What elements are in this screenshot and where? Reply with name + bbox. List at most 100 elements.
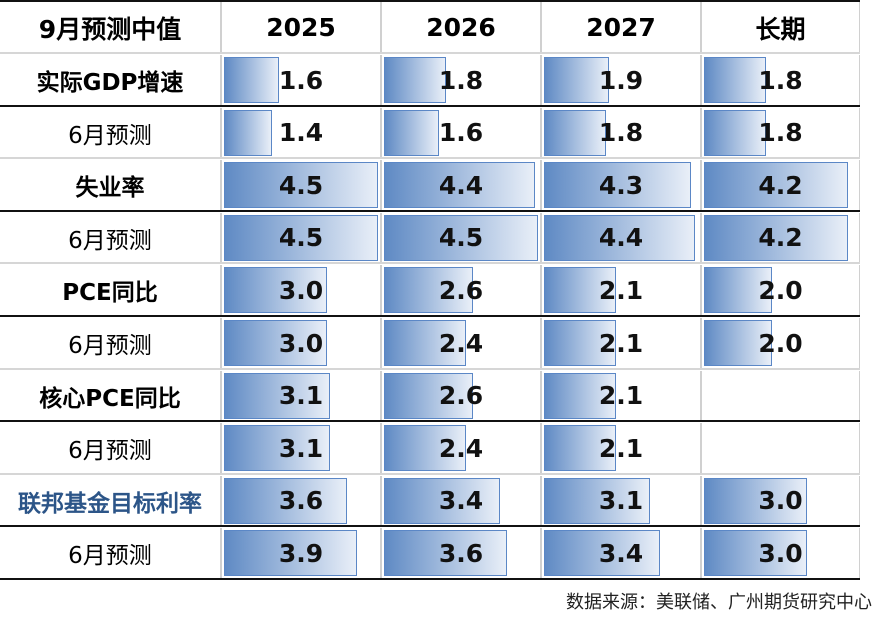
value-cell: 3.1 [222, 370, 382, 421]
data-label: 4.2 [758, 223, 803, 253]
value-cell: 1.8 [542, 107, 702, 158]
data-label: 3.1 [278, 433, 324, 463]
table-row: 核心PCE同比 3.1 2.6 2.1 [0, 370, 860, 421]
data-bar [544, 372, 616, 419]
table-row: PCE同比 3.0 2.6 2.1 2.0 [0, 265, 860, 316]
data-bar [384, 320, 467, 366]
value-cell [702, 370, 860, 421]
value-cell: 3.4 [542, 528, 702, 579]
value-cell: 2.1 [542, 423, 702, 474]
data-label: 2.0 [758, 328, 803, 358]
value-cell: 1.8 [382, 55, 542, 105]
row-label: 实际GDP增速 [0, 55, 222, 105]
row-label: 6月预测 [0, 107, 222, 158]
divider [0, 315, 860, 317]
value-cell: 3.0 [702, 475, 860, 526]
data-label: 3.6 [278, 486, 324, 516]
value-cell: 3.4 [382, 475, 542, 526]
data-label: 3.0 [758, 538, 803, 568]
data-label: 3.4 [438, 486, 484, 516]
data-bar [224, 109, 272, 156]
data-label: 3.0 [758, 486, 803, 516]
data-label: 2.4 [438, 328, 484, 358]
data-label: 2.0 [758, 275, 803, 305]
row-label: 6月预测 [0, 528, 222, 579]
data-label: 1.9 [598, 65, 644, 95]
value-cell: 4.3 [542, 160, 702, 211]
data-label: 4.5 [438, 223, 484, 253]
value-cell [702, 423, 860, 474]
data-bar [704, 477, 807, 524]
data-bar [544, 267, 616, 314]
data-label: 4.3 [598, 170, 644, 200]
data-bar [704, 320, 773, 366]
data-label: 4.2 [758, 170, 803, 200]
data-label: 2.6 [438, 275, 484, 305]
data-bar [384, 162, 535, 209]
data-label: 2.4 [438, 433, 484, 463]
data-label: 1.8 [438, 65, 484, 95]
data-bar [704, 109, 766, 156]
data-label: 3.6 [438, 538, 484, 568]
value-cell: 4.2 [702, 212, 860, 263]
table-row: 失业率 4.5 4.4 4.3 4.2 [0, 160, 860, 211]
value-cell: 1.8 [702, 55, 860, 105]
value-cell: 2.1 [542, 318, 702, 368]
data-label: 1.8 [598, 118, 644, 148]
value-cell: 2.6 [382, 265, 542, 316]
header-cell: 2027 [542, 2, 702, 53]
value-cell: 4.5 [222, 160, 382, 211]
data-bar [544, 425, 616, 472]
table-row: 6月预测 4.5 4.5 4.4 4.2 [0, 212, 860, 263]
data-bar [544, 477, 651, 524]
data-bar [544, 214, 695, 261]
header-cell: 2026 [382, 2, 542, 53]
value-cell: 4.4 [382, 160, 542, 211]
data-bar [384, 477, 501, 524]
table-row: 联邦基金目标利率 3.6 3.4 3.1 3.0 [0, 475, 860, 526]
data-bar [544, 530, 661, 577]
value-cell: 4.2 [702, 160, 860, 211]
data-label: 1.8 [758, 118, 803, 148]
data-bar [704, 214, 848, 261]
value-cell: 4.4 [542, 212, 702, 263]
data-label: 3.1 [598, 486, 644, 516]
value-cell: 2.1 [542, 370, 702, 421]
divider [0, 420, 860, 423]
data-label: 3.9 [278, 538, 324, 568]
divider [0, 0, 860, 2]
data-bar [384, 530, 508, 577]
data-bar [224, 162, 378, 209]
data-label: 1.4 [278, 118, 324, 148]
data-label: 4.5 [278, 223, 324, 253]
data-label: 2.1 [598, 328, 644, 358]
divider [0, 157, 860, 160]
row-label: 失业率 [0, 160, 222, 211]
value-cell: 2.4 [382, 318, 542, 368]
row-label: PCE同比 [0, 265, 222, 316]
header-cell: 长期 [702, 2, 860, 53]
value-cell: 1.6 [382, 107, 542, 158]
data-label: 4.4 [438, 170, 484, 200]
data-label: 4.5 [278, 170, 324, 200]
data-label: 2.6 [438, 381, 484, 411]
value-cell: 4.5 [222, 212, 382, 263]
data-bar [224, 425, 331, 472]
divider [0, 367, 860, 370]
value-cell: 4.5 [382, 212, 542, 263]
value-cell: 2.0 [702, 318, 860, 368]
divider [0, 262, 860, 265]
data-bar [224, 530, 358, 577]
divider [0, 209, 860, 212]
data-bar [704, 530, 807, 577]
table-row: 6月预测 1.4 1.6 1.8 1.8 [0, 107, 860, 158]
value-cell: 1.4 [222, 107, 382, 158]
data-bar [224, 477, 348, 524]
header-cell: 2025 [222, 2, 382, 53]
value-cell: 2.4 [382, 423, 542, 474]
row-label: 6月预测 [0, 318, 222, 368]
divider [0, 472, 860, 475]
row-label: 联邦基金目标利率 [0, 475, 222, 526]
data-bar [704, 267, 773, 314]
data-label: 1.8 [758, 65, 803, 95]
